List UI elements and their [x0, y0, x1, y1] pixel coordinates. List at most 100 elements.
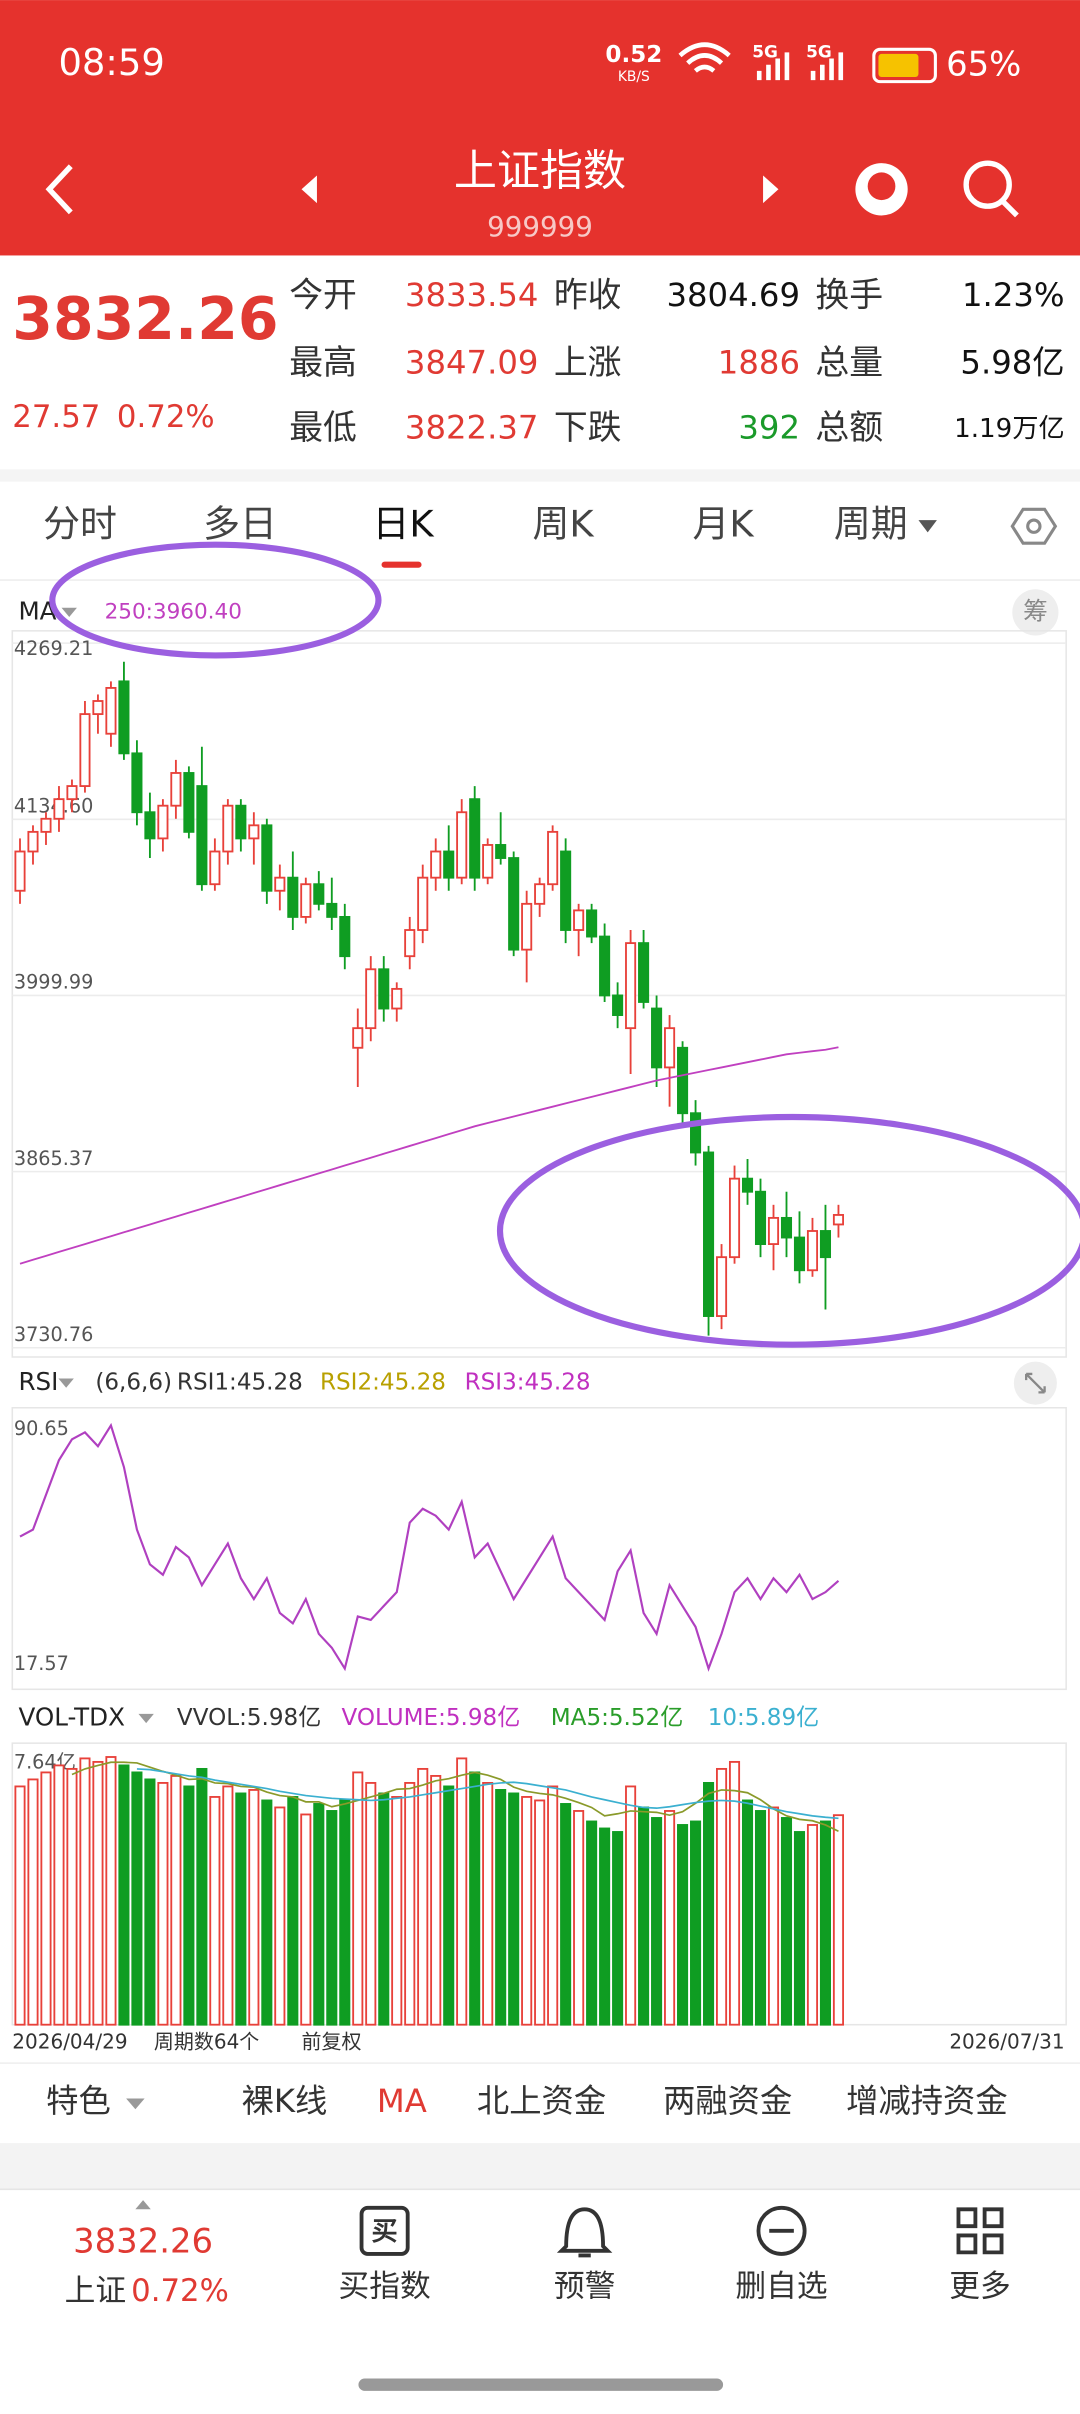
candle-body [677, 1046, 689, 1115]
candle-body [430, 850, 442, 879]
volume-bar [599, 1827, 611, 2026]
tab[interactable]: 周K [533, 503, 595, 546]
volume-bar [716, 1767, 728, 2026]
buy-icon[interactable] [359, 2205, 410, 2256]
toolbar-item[interactable]: 两融资金 [663, 2082, 792, 2120]
panel-frame [11, 1407, 1067, 1691]
volume-bar [274, 1806, 286, 2026]
nav-item[interactable]: 预警 [554, 2268, 616, 2304]
volume-bar [79, 1757, 91, 2026]
toolbar-item[interactable]: MA [377, 2082, 427, 2120]
tab[interactable]: 日K [373, 503, 435, 546]
signal-icon [810, 52, 844, 81]
back-button[interactable] [45, 164, 73, 215]
settings-button[interactable] [1010, 507, 1058, 545]
separator [0, 2143, 1080, 2190]
stat-value: 1886 [718, 344, 800, 382]
candle-body [79, 713, 91, 787]
candle-body [456, 811, 468, 879]
y-tick-label: 3730.76 [14, 1323, 93, 1346]
candle-body [14, 850, 26, 892]
header-bg [0, 0, 1080, 256]
volume-bar [157, 1782, 169, 2026]
candle-body [222, 804, 234, 853]
candle-body [27, 830, 39, 853]
toolbar-item[interactable]: 北上资金 [477, 2082, 606, 2120]
buy-icon-label[interactable]: 买 [372, 2217, 398, 2247]
volume-bar [547, 1785, 559, 2026]
dropdown-caret [126, 2098, 145, 2110]
volume-bar [248, 1789, 260, 2026]
volume-bar [105, 1756, 117, 2026]
candle-body [404, 929, 416, 958]
stat-label: 上涨 [554, 343, 622, 382]
tab[interactable]: 周期 [834, 503, 908, 546]
volume-bar [300, 1813, 312, 2026]
volume-bar [508, 1792, 520, 2026]
y-tick-label: 4269.21 [14, 637, 93, 660]
more-icon[interactable] [956, 2207, 1004, 2255]
volume-bar [819, 1820, 832, 2026]
wifi-icon [678, 42, 731, 73]
nav-item[interactable]: 删自选 [735, 2268, 827, 2304]
candle-body [508, 857, 520, 951]
candle-body [365, 968, 377, 1030]
chip-button[interactable] [1012, 589, 1059, 636]
nav-item[interactable]: 更多 [949, 2268, 1011, 2304]
candle-body [170, 772, 182, 807]
clock: 08:59 [58, 41, 164, 84]
toolbar-item[interactable]: 特色 [46, 2082, 111, 2120]
candle-body [417, 876, 429, 931]
volume-bar [793, 1831, 806, 2026]
candle-body [339, 916, 351, 958]
prev-button[interactable] [301, 175, 317, 204]
remove-icon[interactable] [756, 2205, 807, 2256]
chip-label[interactable]: 筹 [1023, 596, 1048, 625]
annotation-circle [497, 1113, 1080, 1348]
volume-bar [40, 1771, 52, 2026]
stat-value: 5.98亿 [960, 344, 1064, 382]
next-button[interactable] [763, 175, 779, 204]
volume-bar [651, 1817, 663, 2026]
tab[interactable]: 月K [693, 503, 755, 546]
legend-entry: RSI3:45.28 [465, 1370, 591, 1396]
candle-body [534, 883, 546, 905]
search-button[interactable] [963, 160, 1012, 209]
nav-price[interactable]: 3832.26 [73, 2222, 213, 2261]
legend-entry: RSI1:45.28 [177, 1370, 303, 1396]
candle-body [547, 830, 559, 886]
nav-pct[interactable]: 0.72% [131, 2273, 229, 2309]
battery-icon [872, 47, 937, 84]
candle-body [521, 902, 533, 951]
volume-bar [352, 1771, 364, 2026]
candle-body [664, 1027, 676, 1069]
stat-label: 总量 [815, 343, 883, 382]
indicator-name: RSI [18, 1367, 58, 1396]
alert-icon[interactable] [556, 2207, 613, 2258]
volume-bar [469, 1771, 481, 2026]
candle-body [728, 1177, 741, 1259]
candle-body [352, 1027, 364, 1049]
dropdown-caret [918, 520, 937, 533]
panel-frame [11, 630, 1067, 1358]
candle-body [819, 1230, 832, 1259]
volume-bar [690, 1820, 702, 2026]
tab[interactable]: 分时 [43, 503, 117, 546]
charts: 4269.214134.603999.993865.373730.76MA250… [11, 596, 1067, 2026]
nav-item[interactable]: 买指数 [338, 2268, 430, 2304]
net-speed: 0.52 [605, 42, 662, 68]
nav-name[interactable]: 上证 [65, 2273, 127, 2309]
candle-body [66, 785, 78, 801]
volume-bar [430, 1774, 442, 2026]
volume-bar [209, 1796, 221, 2026]
volume-bar [222, 1785, 234, 2026]
series-line [136, 1768, 839, 1820]
volume-bar [66, 1767, 78, 2026]
volume-bar [378, 1792, 390, 2026]
toolbar-item[interactable]: 增减持资金 [846, 2082, 1007, 2120]
tab[interactable]: 多日 [203, 503, 277, 546]
candle-body [767, 1216, 780, 1245]
toolbar-item[interactable]: 裸K线 [242, 2082, 328, 2120]
candle-body [482, 844, 494, 879]
